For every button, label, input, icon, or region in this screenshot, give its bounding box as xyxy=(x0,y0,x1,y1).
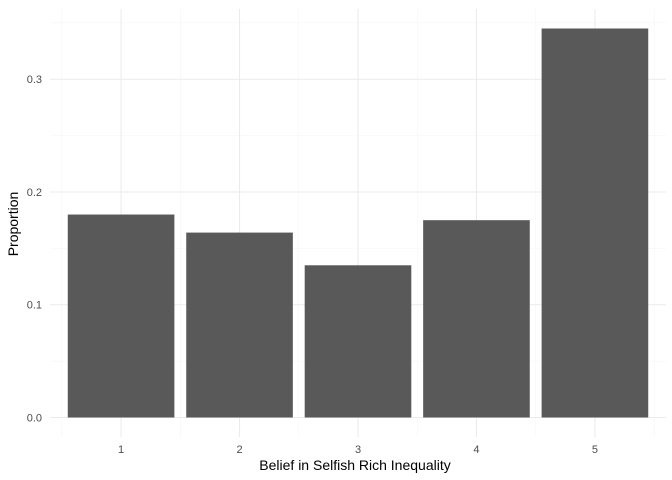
bar-1 xyxy=(67,214,175,418)
y-axis-title: Proportion xyxy=(5,192,21,257)
bar-3 xyxy=(304,265,412,418)
y-tick-label: 0.3 xyxy=(27,74,42,86)
x-tick-label: 4 xyxy=(473,444,479,456)
x-tick-label: 1 xyxy=(118,444,124,456)
bar-5 xyxy=(541,28,649,418)
x-tick-label: 5 xyxy=(592,444,598,456)
y-tick-label: 0.2 xyxy=(27,187,42,199)
y-axis-ticks: 0.0 0.1 0.2 0.3 xyxy=(27,74,42,424)
bar-2 xyxy=(186,232,293,418)
x-axis-title: Belief in Selfish Rich Inequality xyxy=(259,457,450,473)
y-tick-label: 0.0 xyxy=(27,412,42,424)
bar-4 xyxy=(423,220,530,418)
y-tick-label: 0.1 xyxy=(27,300,42,312)
bars xyxy=(67,28,649,418)
x-axis-ticks: 1 2 3 4 5 xyxy=(118,444,598,456)
x-tick-label: 2 xyxy=(236,444,242,456)
x-tick-label: 3 xyxy=(355,444,361,456)
